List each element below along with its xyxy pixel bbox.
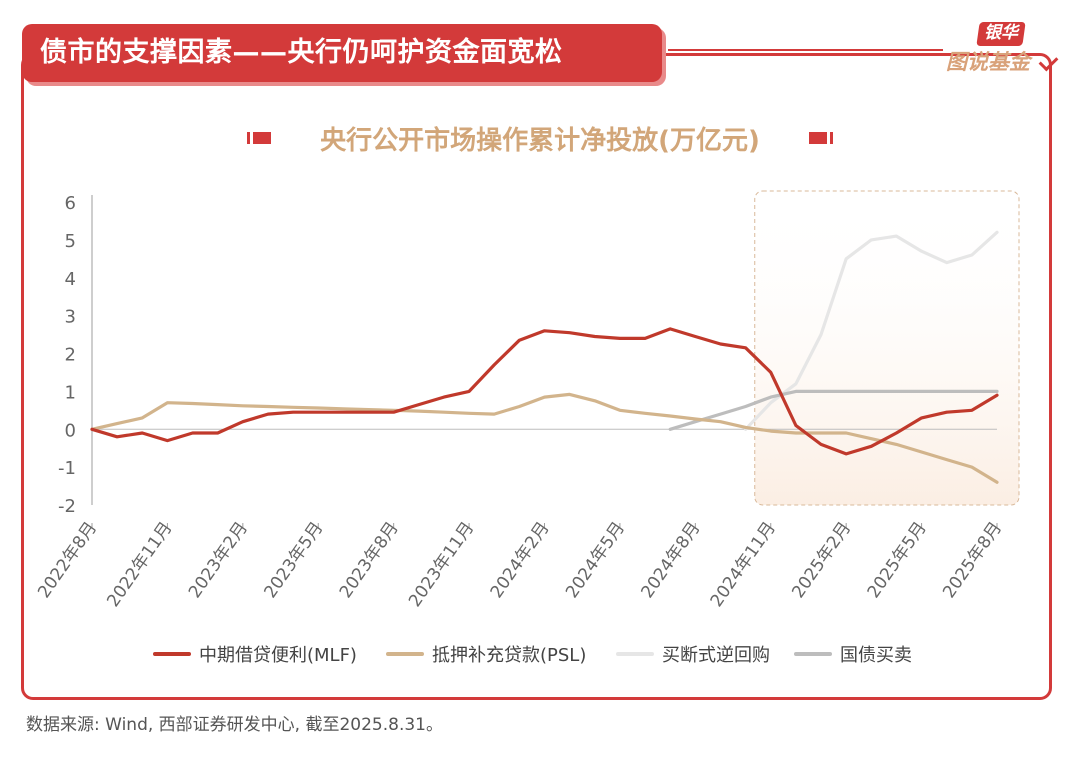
- chart-title: 央行公开市场操作累计净投放(万亿元): [320, 125, 760, 156]
- brand-logo-top: 银华: [984, 23, 1018, 43]
- legend-label: 国债买卖: [840, 645, 912, 666]
- x-tick-label: 2022年8月: [34, 518, 101, 602]
- legend-label: 中期借贷便利(MLF): [199, 645, 357, 666]
- y-tick-label: -1: [58, 458, 76, 479]
- chart-title-group: 央行公开市场操作累计净投放(万亿元): [247, 125, 833, 156]
- page-title: 债市的支撑因素——央行仍呵护资金面宽松: [40, 37, 563, 68]
- x-tick-label: 2023年8月: [336, 518, 403, 602]
- highlight-region: [754, 190, 1020, 506]
- title-deco-left-1: [247, 132, 250, 144]
- y-tick-label: -2: [58, 496, 76, 517]
- x-tick-label: 2025年5月: [864, 518, 931, 602]
- legend-label: 买断式逆回购: [662, 645, 770, 666]
- x-tick-label: 2024年5月: [562, 518, 629, 602]
- header-divider: [668, 49, 943, 51]
- x-tick-label: 2023年2月: [185, 518, 252, 602]
- y-tick-label: 4: [65, 269, 76, 290]
- source-note: 数据来源: Wind, 西部证券研发中心, 截至2025.8.31。: [26, 715, 443, 735]
- header-tab: [22, 24, 662, 82]
- title-deco-right-1: [809, 132, 827, 144]
- x-tick-label: 2023年5月: [260, 518, 327, 602]
- series-line-2: [743, 230, 999, 431]
- x-tick-label: 2024年2月: [487, 518, 554, 602]
- series-line-0: [90, 327, 999, 456]
- title-deco-right-2: [830, 132, 833, 144]
- y-tick-label: 0: [65, 420, 76, 441]
- x-tick-label: 2023年11月: [405, 518, 478, 610]
- legend-label: 抵押补充贷款(PSL): [432, 645, 586, 666]
- series-line-3: [668, 389, 999, 431]
- y-tick-label: 5: [65, 231, 76, 252]
- title-deco-left-2: [253, 132, 271, 144]
- x-tick-label: 2025年2月: [788, 518, 855, 602]
- y-tick-label: 3: [65, 307, 76, 328]
- x-tick-label: 2025年8月: [939, 518, 1006, 602]
- x-tick-label: 2024年8月: [638, 518, 705, 602]
- y-tick-label: 2: [65, 345, 76, 366]
- x-tick-label: 2022年11月: [103, 518, 176, 610]
- y-tick-label: 1: [65, 382, 76, 403]
- x-tick-label: 2024年11月: [707, 518, 780, 610]
- y-tick-label: 6: [65, 193, 76, 214]
- series-line-1: [90, 392, 999, 484]
- brand-logo-bottom: 图说基金: [946, 50, 1030, 74]
